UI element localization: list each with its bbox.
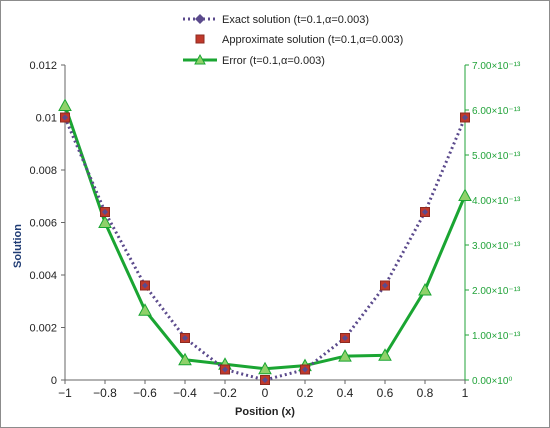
x-tick-label: −0.6 xyxy=(133,386,157,400)
y-tick-label: 0.01 xyxy=(36,113,57,125)
x-tick-label: 0 xyxy=(262,386,269,400)
legend-exact-marker xyxy=(195,14,205,24)
legend-item-approx: Approximate solution (t=0.1,α=0.003) xyxy=(195,34,403,46)
error-point xyxy=(378,348,392,361)
exact-point xyxy=(142,282,148,289)
x-tick-label: −1 xyxy=(58,386,72,400)
x-tick-label: −0.8 xyxy=(93,386,117,400)
y2-tick-label: 1.00×10⁻¹³ xyxy=(472,331,521,342)
y-tick-label: 0.006 xyxy=(29,218,57,230)
exact-point xyxy=(222,366,228,373)
error-series-line xyxy=(63,105,467,371)
exact-point xyxy=(422,209,428,215)
exact-point xyxy=(182,335,188,341)
y-tick-label: 0 xyxy=(51,375,57,387)
x-tick-label: 0.6 xyxy=(377,386,394,400)
y2-tick-label: 0.00×10⁰ xyxy=(472,376,512,387)
series-layer xyxy=(58,98,472,385)
error-point xyxy=(338,349,352,362)
y-axis-title: Solution xyxy=(12,224,24,268)
error-point xyxy=(138,303,152,316)
legend: Exact solution (t=0.1,α=0.003) Approxima… xyxy=(183,14,403,67)
y2-tick-label: 4.00×10⁻¹³ xyxy=(472,196,521,207)
exact-point xyxy=(302,366,308,373)
exact-point xyxy=(462,114,468,121)
legend-approx-label: Approximate solution (t=0.1,α=0.003) xyxy=(222,34,403,46)
legend-item-error: Error (t=0.1,α=0.003) xyxy=(183,53,325,67)
y-tick-label: 0.004 xyxy=(29,270,57,282)
exact-point xyxy=(62,114,68,121)
exact-point xyxy=(102,209,108,215)
error-point xyxy=(458,188,472,201)
x-axis-title: Position (x) xyxy=(235,406,295,418)
legend-error-label: Error (t=0.1,α=0.003) xyxy=(222,55,325,67)
exact-point xyxy=(342,335,348,341)
y2-tick-label: 6.00×10⁻¹³ xyxy=(472,106,521,117)
x-tick-label: 0.4 xyxy=(337,386,354,400)
y2-tick-label: 2.00×10⁻¹³ xyxy=(472,286,521,297)
exact-point xyxy=(262,377,268,383)
x-tick-label: 0.8 xyxy=(417,386,434,400)
y2-tick-label: 5.00×10⁻¹³ xyxy=(472,151,521,162)
error-point xyxy=(58,98,72,111)
x-tick-label: −0.4 xyxy=(173,386,197,400)
error-point xyxy=(418,282,432,296)
y2-tick-label: 3.00×10⁻¹³ xyxy=(472,241,521,252)
legend-item-exact: Exact solution (t=0.1,α=0.003) xyxy=(183,14,369,26)
error-point xyxy=(98,215,112,228)
y2-tick-label: 7.00×10⁻¹³ xyxy=(472,61,521,72)
legend-approx-marker xyxy=(195,34,205,44)
y-tick-label: 0.008 xyxy=(29,165,57,177)
exact-series-line xyxy=(63,116,467,382)
y-tick-label: 0.002 xyxy=(29,323,57,335)
x-tick-label: 0.2 xyxy=(297,386,314,400)
exact-point xyxy=(382,282,388,289)
y-tick-label: 0.012 xyxy=(29,60,57,72)
error-point xyxy=(258,361,272,375)
x-tick-label: 1 xyxy=(462,386,469,400)
legend-error-marker xyxy=(194,53,206,65)
legend-exact-label: Exact solution (t=0.1,α=0.003) xyxy=(222,14,369,26)
ticks-layer: −1 −0.8 −0.6 −0.4 −0.2 0 0.2 0.4 0.6 0.8 1 0 0.002 0.… xyxy=(29,60,521,400)
x-tick-label: −0.2 xyxy=(213,386,237,400)
error-point xyxy=(178,352,192,366)
